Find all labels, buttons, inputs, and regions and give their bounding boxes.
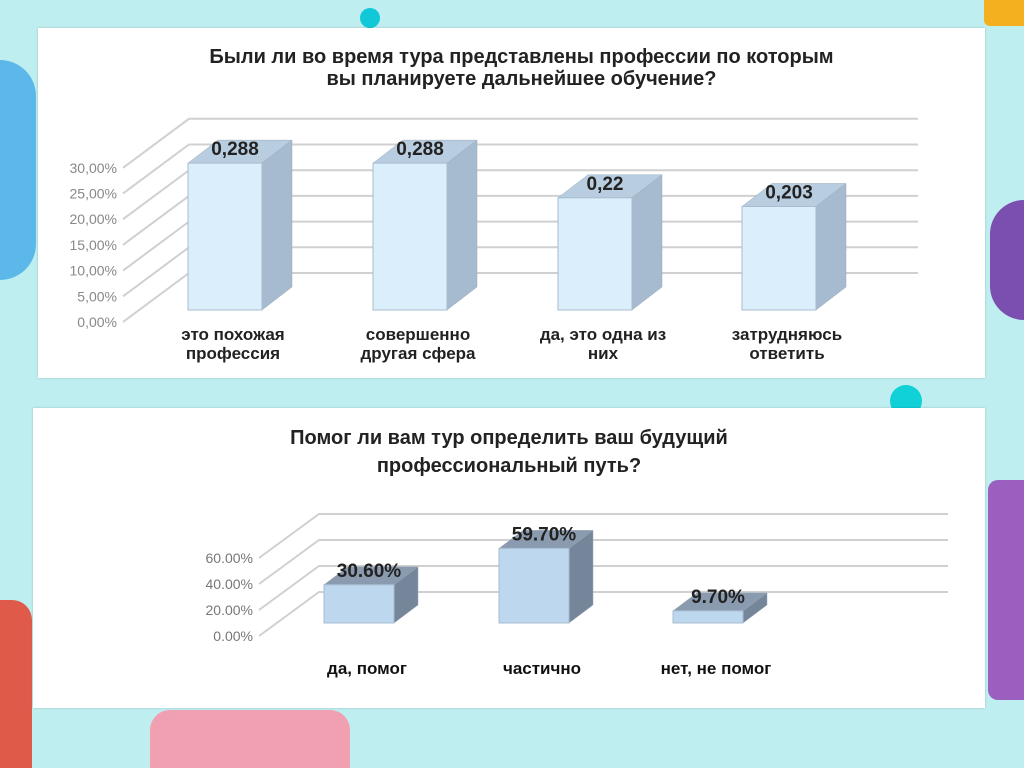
decor-shape: [984, 0, 1024, 26]
bar: [187, 139, 293, 311]
gridline: [258, 513, 948, 559]
chart-panel-1: Были ли во время тура представлены профе…: [38, 28, 985, 378]
bar: [741, 182, 847, 311]
bar: [323, 566, 419, 624]
chart-title: Были ли во время тура представлены профе…: [38, 46, 985, 90]
data-label: 0,203: [765, 182, 813, 203]
bar-front: [557, 197, 633, 311]
y-tick-label: 5,00%: [77, 288, 117, 304]
title-line: вы планируете дальнейшее обучение?: [326, 68, 717, 90]
y-tick-label: 25,00%: [70, 186, 117, 202]
decor-shape: [360, 8, 380, 28]
decor-shape: [0, 600, 32, 768]
bar: [557, 174, 663, 311]
bar-side: [446, 139, 478, 311]
bar-chart-3d: 0.00% 20.00% 40.00% 60.00% 30.60% да, помог 59…: [206, 513, 948, 678]
y-tick-label: 60.00%: [206, 550, 253, 566]
category-label: ответить: [749, 344, 824, 363]
chart-title: Помог ли вам тур определить ваш будущий …: [33, 424, 985, 480]
category-label: них: [588, 344, 619, 363]
bar-side: [631, 174, 663, 311]
gridline: [258, 591, 948, 637]
bar: [672, 592, 768, 624]
bar-front: [323, 584, 395, 624]
decor-shape: [150, 710, 350, 768]
category-label: да, помог: [327, 659, 407, 678]
y-tick-label: 10,00%: [70, 263, 117, 279]
chart-panel-2: Помог ли вам тур определить ваш будущий …: [33, 408, 985, 708]
y-tick-label: 30,00%: [70, 160, 117, 176]
gridline: [122, 143, 918, 195]
category-label: это похожая: [181, 325, 284, 344]
category-label: другая сфера: [361, 344, 477, 363]
category-label: профессия: [186, 344, 280, 363]
data-label: 0,288: [211, 139, 259, 160]
bar-front: [672, 610, 744, 624]
bar-front: [187, 162, 263, 311]
bar-front: [741, 205, 817, 311]
decor-shape: [988, 480, 1024, 700]
bar-chart-3d: 0,00% 5,00% 10,00% 15,00% 20,00% 25,00% 30,00%…: [70, 117, 918, 363]
category-label: совершенно: [366, 325, 470, 344]
category-label: нет, не помог: [661, 659, 772, 678]
data-label: 9.70%: [691, 587, 745, 608]
y-tick-label: 20,00%: [70, 211, 117, 227]
decor-shape: [990, 200, 1024, 320]
bar: [372, 139, 478, 311]
y-tick-label: 40.00%: [206, 576, 253, 592]
gridline: [122, 117, 918, 169]
y-tick-label: 0,00%: [77, 314, 117, 330]
data-label: 0,288: [396, 139, 444, 160]
title-line: профессиональный путь?: [376, 455, 642, 477]
category-label: затрудняюсь: [732, 325, 842, 344]
y-tick-label: 0.00%: [213, 628, 253, 644]
bar-front: [372, 162, 448, 311]
title-line: Помог ли вам тур определить ваш будущий: [290, 427, 728, 449]
category-label: да, это одна из: [540, 325, 666, 344]
data-label: 30.60%: [337, 561, 402, 582]
y-tick-label: 15,00%: [70, 237, 117, 253]
gridline: [258, 565, 948, 611]
gridline: [258, 539, 948, 585]
bar-front: [498, 547, 570, 624]
data-label: 0,22: [587, 174, 624, 195]
title-line: Были ли во время тура представлены профе…: [209, 46, 834, 68]
bar-side: [261, 139, 293, 311]
data-label: 59.70%: [512, 524, 577, 545]
bar: [498, 529, 594, 624]
decor-shape: [0, 60, 36, 280]
category-label: частично: [503, 659, 581, 678]
y-tick-label: 20.00%: [206, 602, 253, 618]
